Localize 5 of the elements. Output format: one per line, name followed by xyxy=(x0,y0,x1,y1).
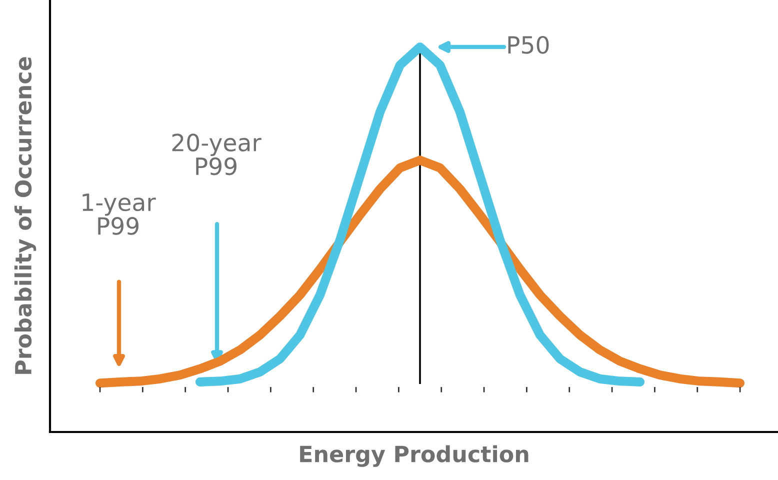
annotation: P50 xyxy=(508,36,549,54)
y-axis-title: Probability of Occurrence xyxy=(14,57,36,374)
annotation: 20-year P99 xyxy=(172,134,262,176)
x-axis-title: Energy Production xyxy=(300,445,528,467)
annotation: 1-year P99 xyxy=(82,194,156,235)
